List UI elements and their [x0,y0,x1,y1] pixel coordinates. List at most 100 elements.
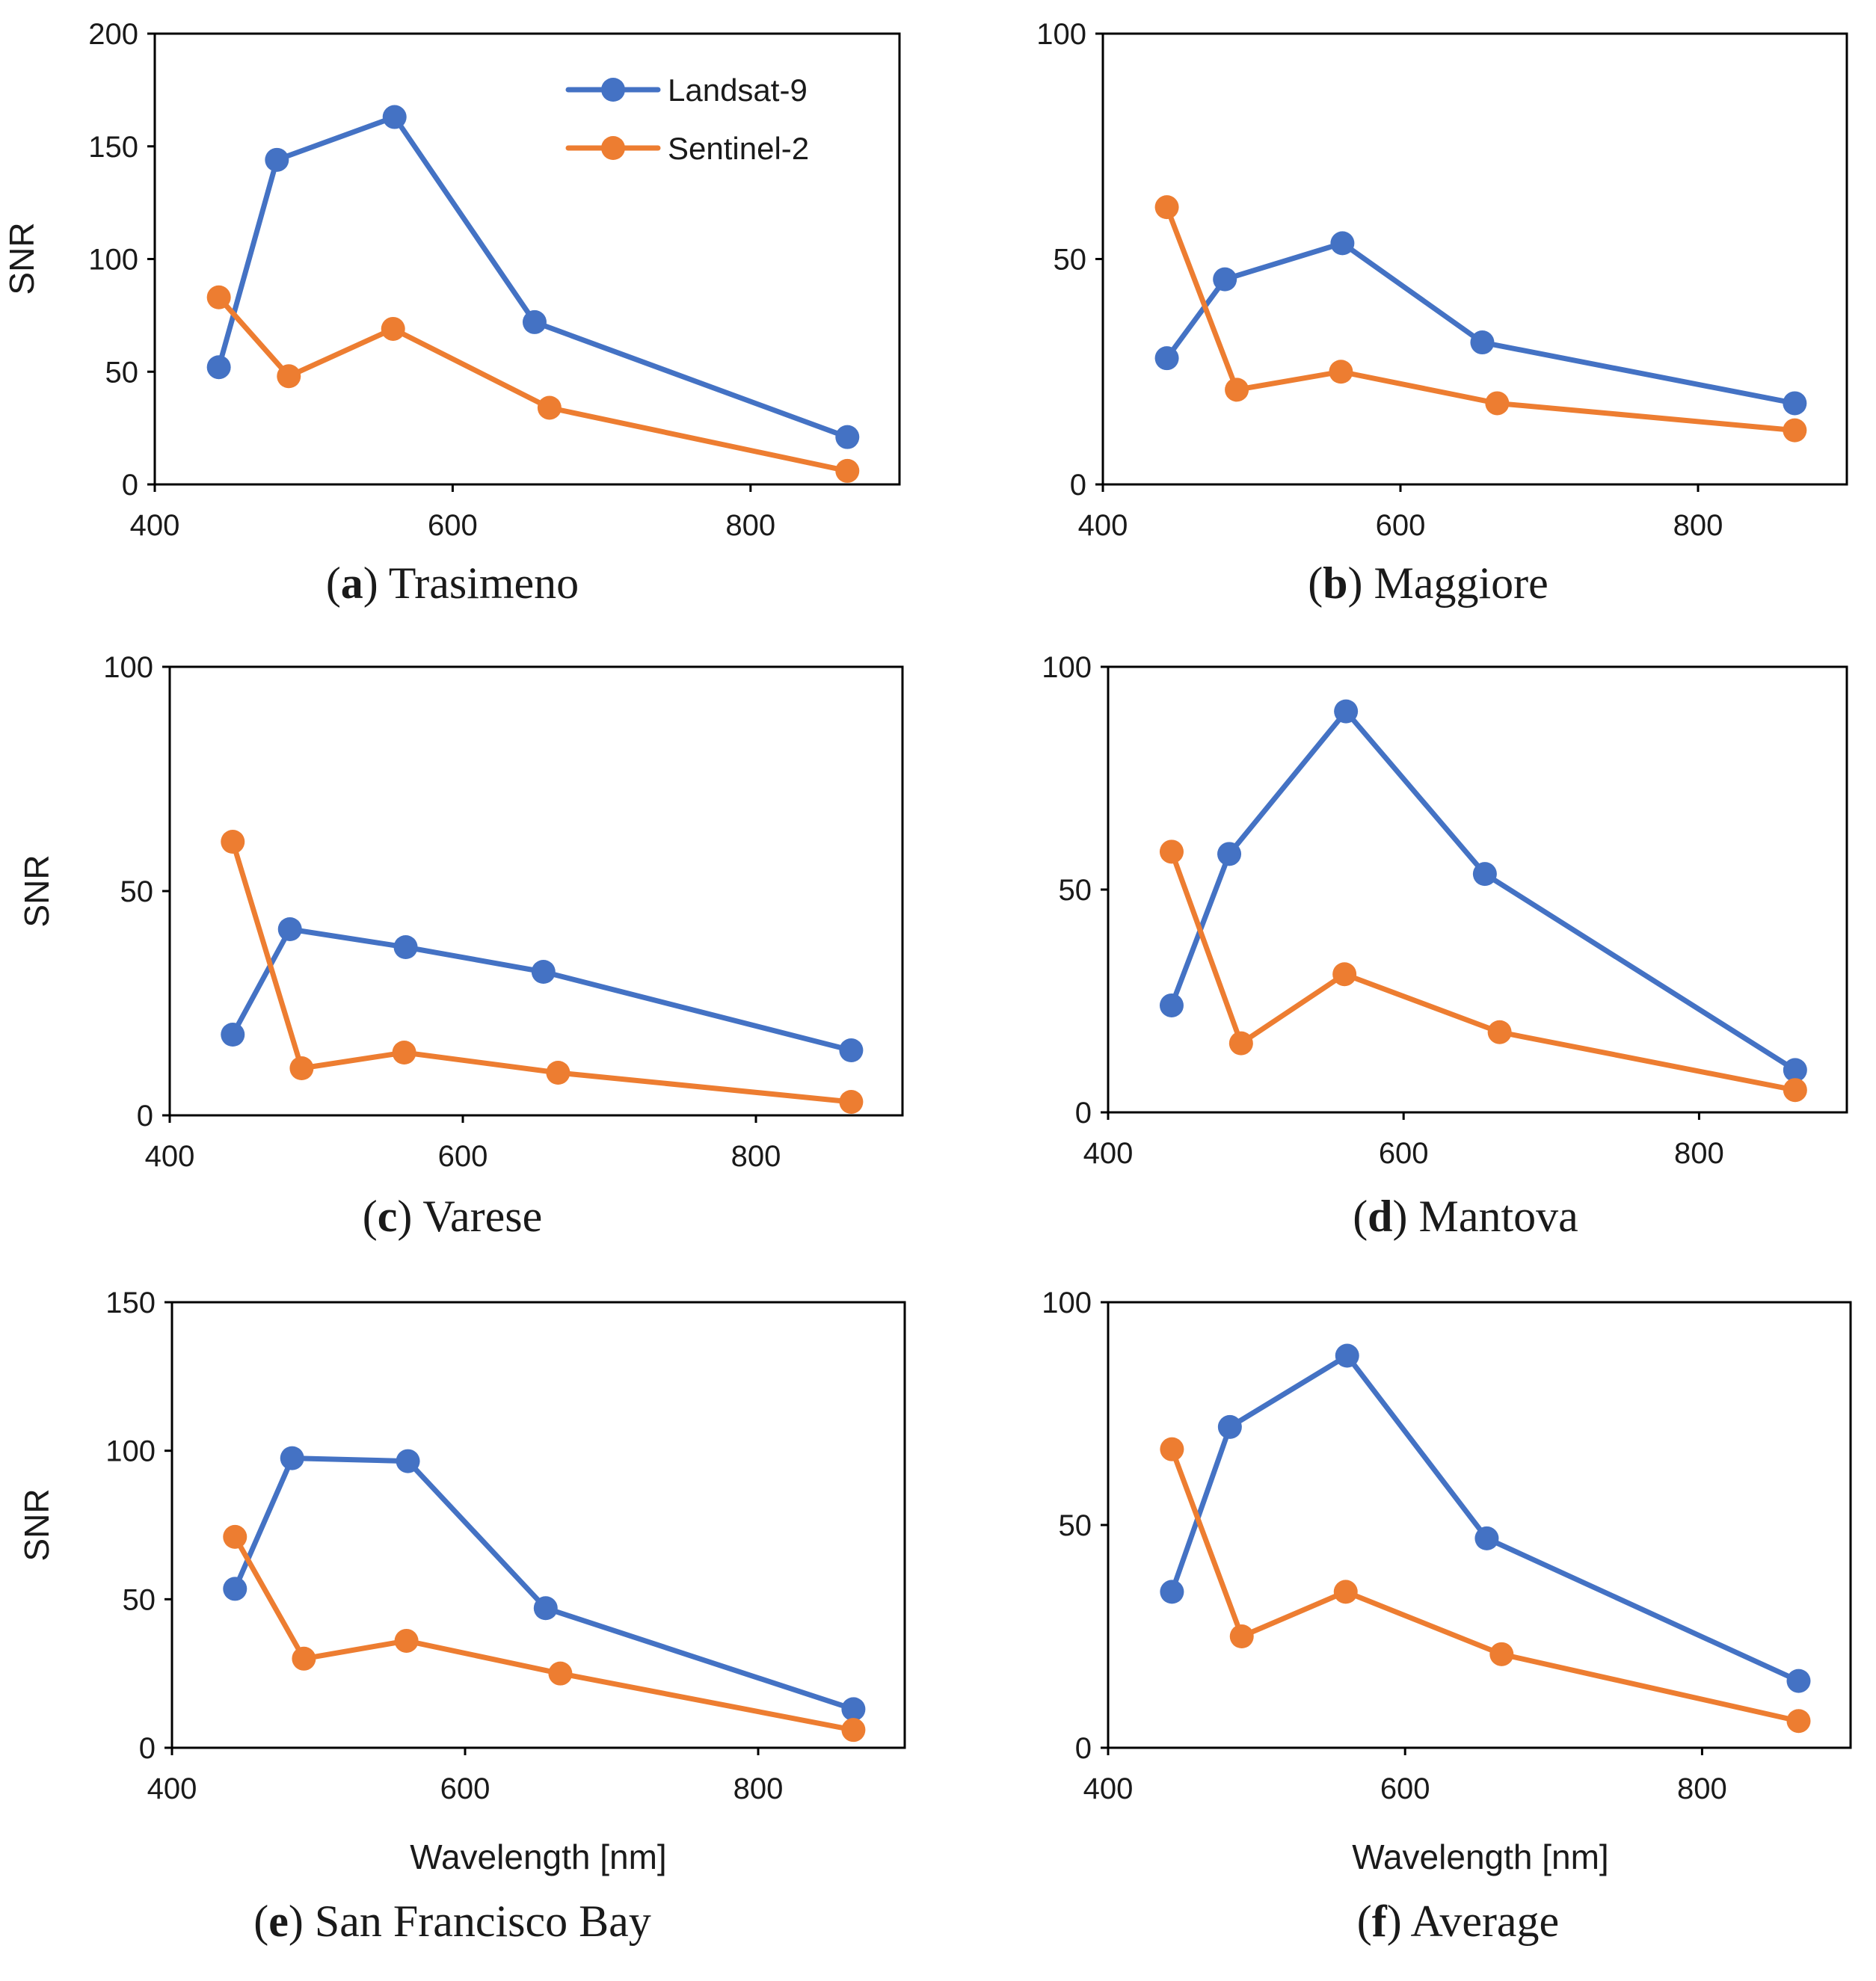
data-point-landsat-9 [841,1697,866,1722]
series-line-landsat-9 [230,926,854,1053]
x-tick-label: 400 [1083,1137,1134,1170]
data-point-landsat-9 [1783,1058,1807,1082]
data-point-landsat-9 [396,1449,420,1473]
y-tick-label: 0 [139,1732,156,1765]
panel-f: 0 50 100 400 600 800 Wavelength [nm] (f) Averag… [1042,1287,1852,1946]
data-point-sentinel-2 [835,458,860,483]
data-point-sentinel-2 [292,1646,316,1671]
data-point-landsat-9 [835,425,860,449]
y-tick-label: 50 [1059,874,1092,907]
x-tick-label: 400 [1078,509,1128,542]
data-point-sentinel-2 [221,830,245,854]
caption-name: Average [1410,1897,1559,1946]
panel-caption: (d) Mantova [1353,1192,1578,1241]
data-point-landsat-9 [531,960,556,984]
panel-caption: (c) Varese [363,1192,542,1241]
data-point-landsat-9 [839,1038,864,1062]
caption-letter: e [268,1897,289,1946]
caption-close-paren: ) [1393,1192,1419,1241]
panel-c: 0 50 100 400 600 800 SNR (c) Varese [17,651,904,1241]
data-point-sentinel-2 [548,1661,573,1686]
y-tick-label: 50 [105,356,139,389]
data-point-landsat-9 [277,917,302,941]
data-point-landsat-9 [280,1446,304,1470]
data-point-sentinel-2 [381,316,405,341]
data-point-landsat-9 [1217,1414,1242,1439]
y-axis-title: SNR [2,222,41,295]
data-point-landsat-9 [1154,346,1179,371]
data-point-sentinel-2 [392,1041,416,1065]
x-tick-label: 800 [734,1772,784,1805]
data-point-landsat-9 [1472,862,1497,887]
plot-frame [1101,32,1848,486]
legend: Landsat-9 Sentinel-2 [565,73,809,166]
x-tick-label: 800 [725,509,775,542]
y-tick-label: 200 [88,18,138,51]
data-point-landsat-9 [533,1596,558,1621]
caption-close-paren: ) [363,558,389,608]
y-tick-label: 100 [1042,651,1092,684]
y-tick-label: 0 [1070,469,1086,502]
x-tick-label: 600 [1380,1772,1430,1805]
data-point-sentinel-2 [1485,391,1510,416]
data-point-sentinel-2 [1159,839,1184,864]
panel-caption: (e) San Francisco Bay [253,1897,651,1946]
y-tick-label: 100 [1036,18,1086,51]
caption-letter: b [1323,558,1347,608]
series-line-sentinel-2 [1164,204,1797,434]
x-tick-label: 800 [731,1140,781,1173]
caption-name: Mantova [1419,1192,1578,1241]
x-axis-title: Wavelength [nm] [1352,1837,1608,1876]
series-line-landsat-9 [1169,1353,1801,1684]
caption-close-paren: ) [1348,558,1374,608]
panel-caption: (a) Trasimeno [326,558,579,608]
data-point-sentinel-2 [1332,962,1357,987]
data-point-sentinel-2 [1333,1580,1358,1604]
legend-label-landsat-9: Landsat-9 [668,73,808,108]
panel-d: 0 50 100 400 600 800 (d) Mantova [1042,651,1848,1241]
data-point-sentinel-2 [1783,418,1807,443]
data-point-sentinel-2 [839,1090,864,1114]
data-point-landsat-9 [1160,1580,1184,1604]
data-point-sentinel-2 [223,1524,247,1549]
series-line-landsat-9 [1164,240,1797,406]
x-axis-title: Wavelength [nm] [410,1837,666,1876]
legend-label-sentinel-2: Sentinel-2 [668,131,809,166]
data-point-landsat-9 [1330,231,1355,256]
x-tick-label: 600 [1376,509,1426,542]
series-line-sentinel-2 [1169,848,1798,1093]
panel-e: 0 50 100 150 400 600 800 SNR Wavelength [nm] (e) … [17,1287,906,1946]
caption-open-paren: ( [1308,558,1323,608]
x-tick-label: 400 [147,1772,197,1805]
caption-letter: c [378,1192,398,1241]
data-point-landsat-9 [1217,842,1242,866]
series-line-sentinel-2 [1169,1447,1801,1724]
caption-open-paren: ( [326,558,341,608]
x-tick-label: 800 [1674,1137,1724,1170]
y-tick-label: 50 [120,875,154,908]
data-point-sentinel-2 [1489,1642,1514,1666]
data-point-landsat-9 [382,105,407,129]
data-point-sentinel-2 [1160,1437,1184,1461]
data-point-sentinel-2 [277,364,301,389]
y-tick-label: 150 [105,1287,156,1319]
data-point-sentinel-2 [1225,378,1249,402]
x-tick-label: 800 [1673,509,1723,542]
caption-name: Varese [422,1192,542,1241]
y-tick-label: 100 [1042,1287,1092,1319]
data-point-landsat-9 [393,935,418,959]
data-point-landsat-9 [221,1023,245,1047]
y-axis-title: SNR [17,854,56,927]
y-tick-label: 50 [1059,1509,1092,1542]
data-point-landsat-9 [1335,1343,1359,1368]
data-point-sentinel-2 [1154,195,1179,220]
caption-letter: d [1368,1192,1392,1241]
data-point-sentinel-2 [1487,1020,1512,1044]
y-tick-label: 0 [1075,1097,1092,1130]
data-point-landsat-9 [1786,1669,1811,1693]
data-point-landsat-9 [1213,267,1237,292]
data-point-landsat-9 [522,309,547,334]
panel-a: 0 50 100 150 200 400 600 800 SNR (a) Trasimeno [2,18,901,608]
x-tick-label: 400 [1083,1772,1134,1805]
